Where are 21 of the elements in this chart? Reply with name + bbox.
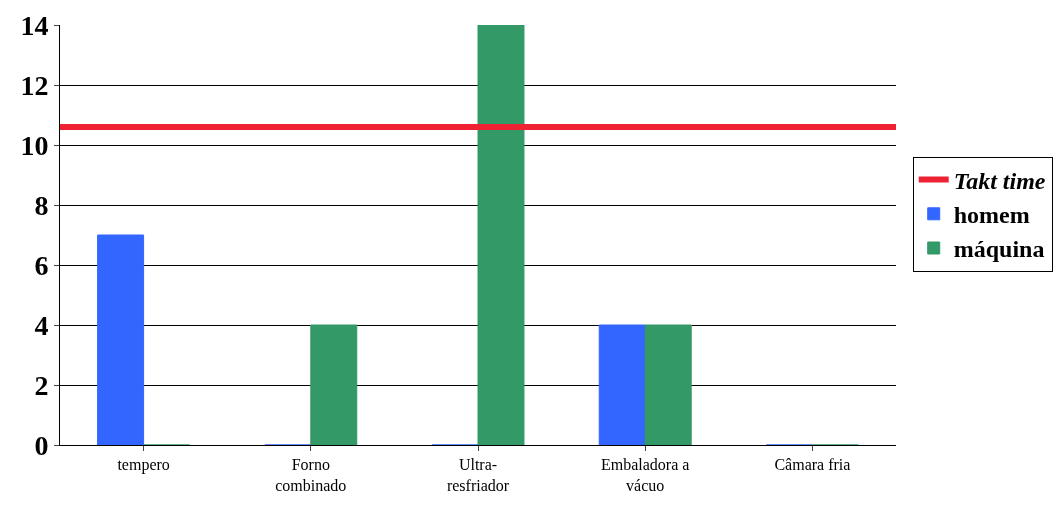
- legend-label: Takt time: [953, 167, 1046, 194]
- legend-label: máquina: [953, 236, 1045, 263]
- y-tick-label: 2: [34, 369, 49, 401]
- y-tick-label: 8: [34, 189, 49, 221]
- bar: [97, 234, 145, 445]
- bar: [310, 324, 358, 445]
- x-tick-label: tempero: [117, 456, 170, 475]
- x-tick-label: Câmara fria: [774, 456, 851, 474]
- bar: [644, 324, 692, 445]
- bar: [598, 324, 646, 445]
- x-tick-label: Embaladora a vácuo: [601, 456, 690, 494]
- y-tick-label: 0: [34, 429, 49, 461]
- y-tick-label: 14: [20, 9, 49, 41]
- bar: [477, 25, 525, 445]
- legend-label: homem: [953, 202, 1030, 229]
- y-tick-label: 12: [20, 69, 49, 101]
- y-tick-label: 10: [20, 129, 49, 161]
- y-tick-label: 6: [34, 249, 49, 281]
- y-tick-label: 4: [34, 309, 49, 341]
- x-tick-label: Ultra- resfriador: [446, 456, 510, 494]
- x-tick-label: Forno combinado: [275, 456, 347, 494]
